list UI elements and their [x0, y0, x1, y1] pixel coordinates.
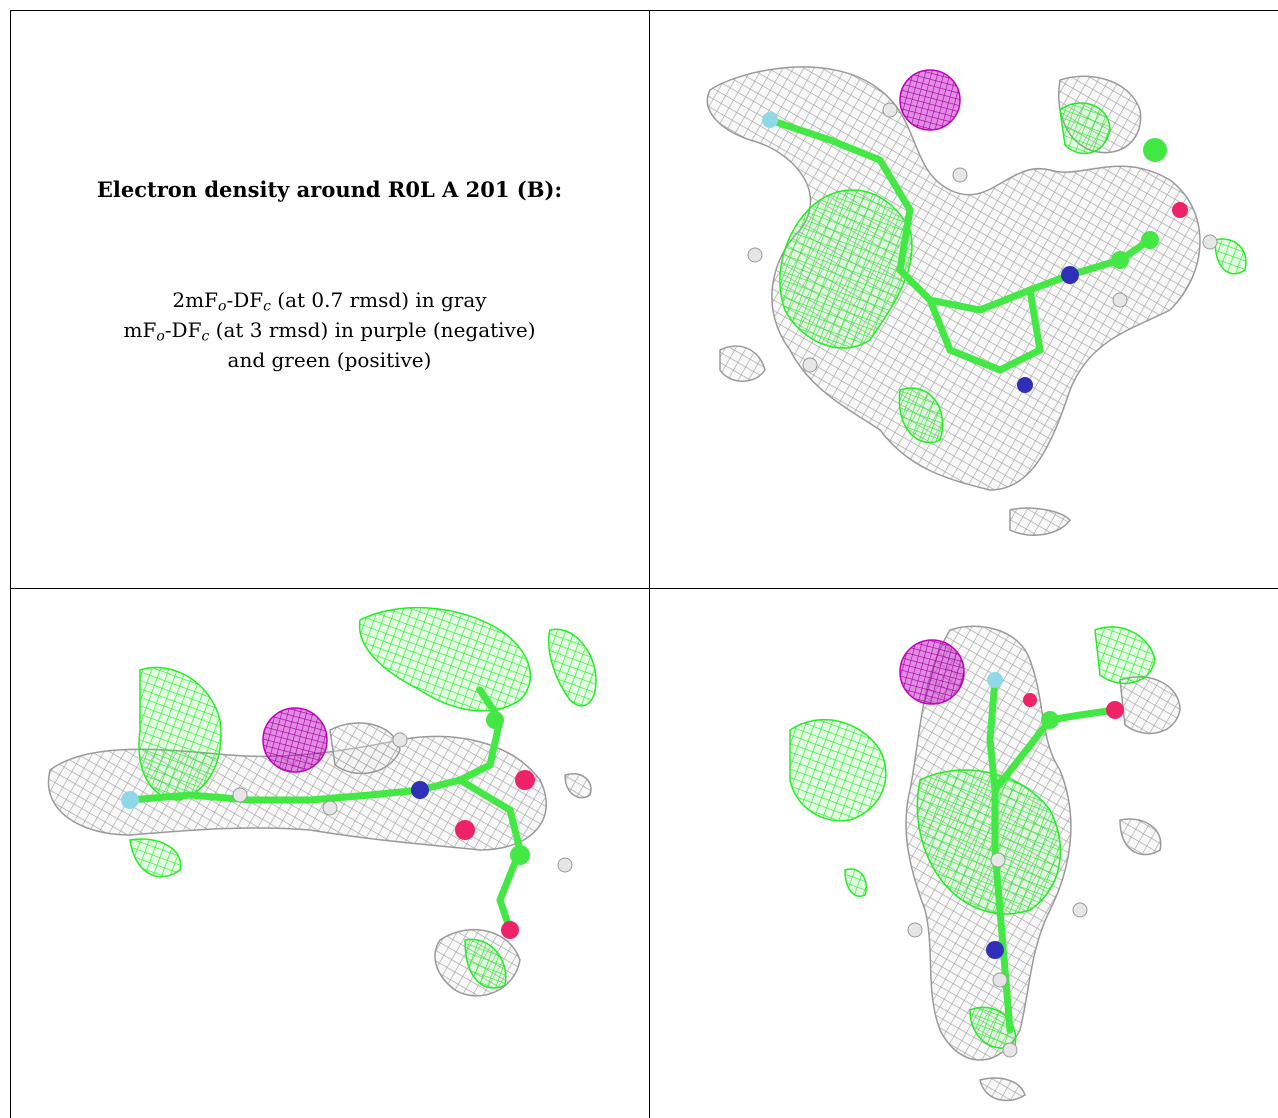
table-border-top [10, 10, 1278, 11]
purple-negative-blob [262, 707, 328, 773]
atom-spheres [907, 672, 1124, 1058]
caption-title: Electron density around R0L A 201 (B): [96, 177, 563, 202]
atom-spheres [747, 102, 1218, 393]
green-positive-mesh [129, 606, 597, 989]
gray-mesh [47, 722, 592, 997]
green-positive-mesh [779, 102, 1247, 444]
purple-negative-blob [899, 69, 961, 131]
purple-negative-blob [899, 639, 965, 705]
caption-cell: Electron density around R0L A 201 (B): 2… [10, 10, 649, 588]
atom-spheres [121, 711, 573, 939]
table-divider-vertical [649, 10, 650, 1118]
density-figure-table: Electron density around R0L A 201 (B): 2… [10, 10, 1278, 1118]
ligand-sticks [986, 676, 1119, 1034]
ligand-sticks [766, 116, 1154, 374]
legend-line-positive: and green (positive) [227, 348, 432, 372]
green-positive-mesh [789, 626, 1156, 1049]
table-border-left [10, 10, 11, 1118]
legend-line-2fofc: 2mFo-DFc (at 0.7 rmsd) in gray [172, 288, 487, 315]
density-view-1 [650, 10, 1278, 588]
legend-line-fofc: mFo-DFc (at 3 rmsd) in purple (negative) [123, 318, 536, 345]
density-view-3 [650, 590, 1278, 1118]
table-divider-horizontal [10, 588, 1278, 589]
density-view-2 [10, 590, 649, 1118]
caption-legend: 2mFo-DFc (at 0.7 rmsd) in gray mFo-DFc (… [10, 285, 649, 375]
